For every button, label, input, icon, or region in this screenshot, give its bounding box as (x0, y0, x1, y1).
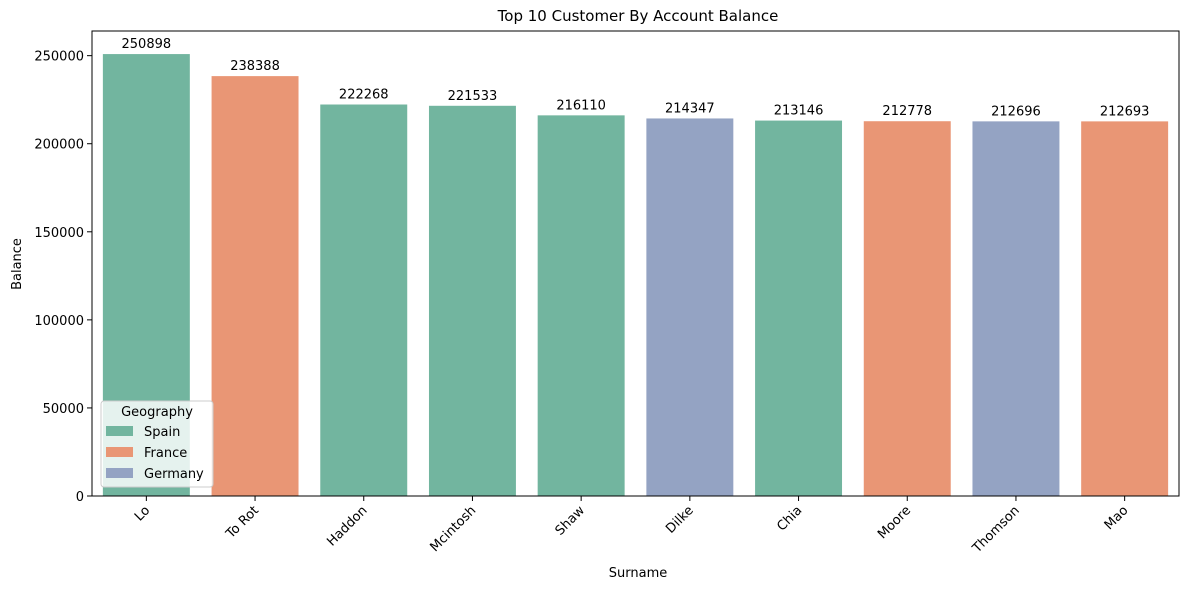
x-tick-label: Mao (1102, 503, 1132, 533)
legend-label-germany: Germany (144, 467, 204, 482)
y-tick-label: 100000 (34, 314, 84, 329)
bar-mao (1081, 121, 1169, 496)
y-axis: 0 50000 100000 150000 200000 250000 (34, 50, 92, 505)
legend-title: Geography (121, 405, 193, 420)
legend-swatch-spain (106, 426, 133, 436)
y-axis-label: Balance (10, 238, 25, 290)
x-tick-label: Lo (132, 503, 153, 524)
value-label: 221533 (448, 89, 498, 104)
plot-frame (91, 30, 1180, 497)
bar-chia (755, 120, 843, 496)
bar-mcintosh (428, 105, 516, 496)
x-axis-label: Surname (609, 566, 667, 581)
legend-swatch-france (106, 447, 133, 457)
value-labels-group: 250898 238388 222268 221533 216110 214347 2131… (122, 37, 1150, 119)
x-tick-label: Thomson (969, 503, 1023, 557)
value-label: 212696 (991, 104, 1041, 119)
x-tick-label: Moore (875, 503, 914, 542)
value-label: 238388 (230, 59, 280, 74)
legend-box (100, 400, 214, 488)
bar-dilke (646, 118, 734, 497)
legend-label-france: France (144, 446, 187, 461)
value-label: 222268 (339, 88, 389, 103)
x-tick-label: To Rot (223, 503, 262, 542)
x-tick-label: Chia (774, 503, 805, 534)
legend-entries: Spain France Germany (106, 425, 204, 482)
bar-haddon (320, 104, 408, 497)
x-axis: Lo To Rot Haddon Mcintosh Shaw Dilke Chia Moore… (132, 496, 1132, 557)
y-tick-label: 0 (76, 490, 84, 505)
y-tick-label: 200000 (34, 138, 84, 153)
legend: Geography Spain France Germany (100, 400, 214, 488)
legend-label-spain: Spain (144, 425, 180, 440)
x-tick-label: Dilke (663, 503, 696, 536)
bar-moore (863, 121, 951, 496)
x-tick-label: Mcintosh (427, 503, 479, 555)
x-tick-label: Haddon (324, 503, 370, 549)
legend-swatch-germany (106, 468, 133, 478)
y-tick-label: 50000 (43, 402, 84, 417)
value-label: 216110 (556, 98, 606, 113)
x-tick-label: Shaw (553, 503, 589, 539)
bar-shaw (537, 115, 625, 496)
y-tick-label: 250000 (34, 50, 84, 65)
value-label: 213146 (774, 104, 824, 119)
value-label: 212693 (1100, 104, 1150, 119)
bars-group (102, 54, 1169, 497)
bar-thomson (972, 121, 1060, 497)
value-label: 214347 (665, 101, 715, 116)
value-label: 212778 (882, 104, 932, 119)
bar-to-rot (211, 76, 299, 496)
chart-title: Top 10 Customer By Account Balance (497, 7, 779, 25)
value-label: 250898 (122, 37, 172, 52)
y-tick-label: 150000 (34, 226, 84, 241)
